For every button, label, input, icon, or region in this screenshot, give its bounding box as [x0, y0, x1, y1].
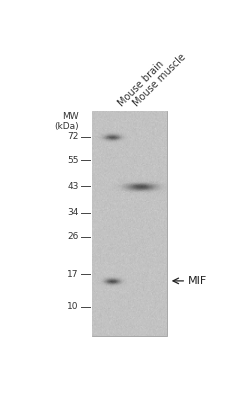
- Text: 55: 55: [67, 156, 79, 165]
- Text: MW
(kDa): MW (kDa): [54, 112, 79, 131]
- Text: 34: 34: [67, 208, 79, 217]
- Text: 10: 10: [67, 302, 79, 311]
- Text: Mouse muscle: Mouse muscle: [132, 52, 188, 108]
- Text: MIF: MIF: [188, 276, 208, 286]
- Text: 26: 26: [67, 232, 79, 241]
- Text: Mouse brain: Mouse brain: [116, 58, 166, 108]
- Text: 17: 17: [67, 270, 79, 279]
- Text: 43: 43: [67, 182, 79, 191]
- Bar: [92, 111, 167, 336]
- Text: 72: 72: [67, 132, 79, 142]
